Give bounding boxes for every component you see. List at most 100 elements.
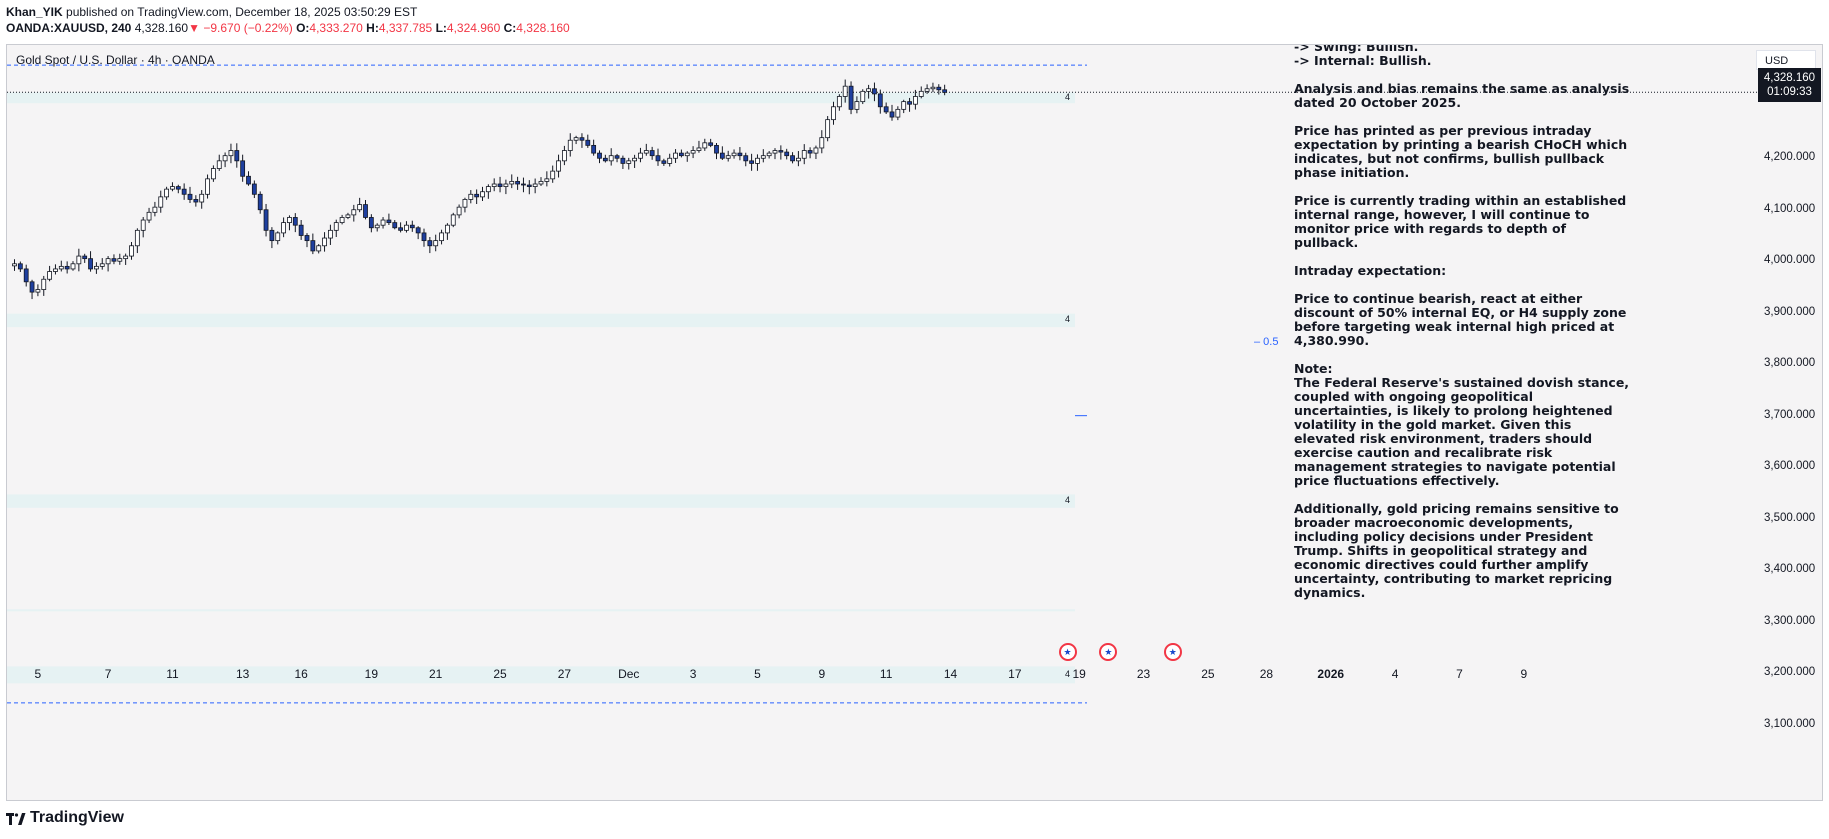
candle-up xyxy=(76,255,82,265)
candle-down xyxy=(29,281,35,293)
candle-up xyxy=(895,108,901,118)
candle-up xyxy=(485,186,491,193)
zone-rect xyxy=(7,609,1075,612)
analysis-p3: Price is currently trading within an est… xyxy=(1294,193,1627,250)
analysis-p5: Price to continue bearish, react at eith… xyxy=(1294,291,1627,348)
candle-down xyxy=(620,157,626,164)
price-tick-label: 3,700.000 xyxy=(1764,408,1816,421)
us-flag-icon[interactable]: ★ xyxy=(1058,643,1077,661)
footer-brand[interactable]: TradingView xyxy=(6,809,124,827)
time-tick-label: 11 xyxy=(166,667,179,681)
candle-down xyxy=(877,93,883,108)
candle-up xyxy=(450,214,456,226)
candle-up xyxy=(380,219,386,226)
candle-down xyxy=(737,152,743,157)
footer-brand-text: TradingView xyxy=(30,809,124,826)
candle-up xyxy=(901,101,907,110)
candle-up xyxy=(544,178,550,182)
candle-down xyxy=(111,258,117,262)
candle-down xyxy=(614,155,620,159)
candle-down xyxy=(936,86,942,91)
candle-down xyxy=(263,209,269,231)
time-tick-label: Dec xyxy=(618,667,640,681)
price-tick-label: 3,300.000 xyxy=(1764,614,1816,627)
us-flag-icon[interactable]: ★ xyxy=(1099,643,1118,661)
time-tick-label: 3 xyxy=(689,667,697,681)
candle-down xyxy=(234,150,240,162)
chart-frame[interactable]: Gold Spot / U.S. Dollar · 4h · OANDA -> … xyxy=(6,44,1823,801)
candle-down xyxy=(743,155,749,162)
current-price-tag: 4,328.160 01:09:33 xyxy=(1758,68,1821,102)
analysis-p6: The Federal Reserve's sustained dovish s… xyxy=(1294,375,1630,488)
author-name[interactable]: Khan_YIK xyxy=(6,5,63,19)
candle-up xyxy=(228,150,234,157)
candle-down xyxy=(409,224,415,229)
time-tick-label: 13 xyxy=(235,667,250,681)
candle-up xyxy=(146,211,152,221)
candle-down xyxy=(415,227,421,234)
us-flag-icon[interactable]: ★ xyxy=(1163,643,1182,661)
zone-rect xyxy=(7,666,1075,684)
candle-up xyxy=(210,168,216,180)
candle-down xyxy=(872,88,877,95)
candle-up xyxy=(573,137,579,141)
eq-label: – 0.5 xyxy=(1254,336,1279,348)
candle-down xyxy=(714,144,719,154)
candle-up xyxy=(41,278,47,290)
candle-down xyxy=(889,111,895,118)
time-tick-label: 5 xyxy=(34,667,42,681)
candle-up xyxy=(123,255,129,260)
candle-up xyxy=(643,150,649,154)
symbol-label: OANDA:XAUUSD, 240 xyxy=(6,21,132,35)
chart-canvas[interactable] xyxy=(7,45,1823,801)
candle-up xyxy=(632,157,637,162)
candle-up xyxy=(766,152,772,157)
candle-up xyxy=(538,181,544,185)
candle-down xyxy=(790,155,795,162)
candle-up xyxy=(456,206,462,216)
candle-down xyxy=(602,157,608,162)
candle-down xyxy=(521,183,526,186)
low-value: 4,324.960 xyxy=(446,21,501,35)
candle-down xyxy=(679,152,684,157)
candle-up xyxy=(134,229,140,247)
candle-up xyxy=(333,222,339,231)
candle-up xyxy=(725,155,731,159)
candle-up xyxy=(626,160,632,164)
publish-line: Khan_YIK published on TradingView.com, D… xyxy=(6,5,417,19)
candle-up xyxy=(760,155,766,159)
candle-up xyxy=(638,152,643,159)
candle-up xyxy=(287,217,292,224)
candle-down xyxy=(251,183,257,195)
time-tick-label: 19 xyxy=(1072,667,1086,681)
candle-up xyxy=(913,96,918,105)
candle-down xyxy=(907,101,912,105)
candle-up xyxy=(562,150,567,162)
candle-up xyxy=(819,137,825,149)
close-value: 4,328.160 xyxy=(516,21,570,35)
candle-up xyxy=(199,193,205,203)
candle-up xyxy=(94,265,99,270)
open-label: O: xyxy=(296,21,310,35)
candle-down xyxy=(310,240,316,252)
candle-up xyxy=(491,183,497,187)
candle-down xyxy=(585,139,591,146)
candle-up xyxy=(205,178,210,195)
candle-up xyxy=(755,157,760,164)
open-value: 4,333.270 xyxy=(309,21,363,35)
analysis-note[interactable]: -> Swing: Bullish. -> Internal: Bullish.… xyxy=(1294,45,1634,614)
price-change: −9.670 (−0.22%) xyxy=(203,21,293,35)
candle-up xyxy=(842,85,848,97)
candle-up xyxy=(813,147,819,154)
price-tick-label: 3,100.000 xyxy=(1764,717,1816,730)
candle-down xyxy=(175,186,181,190)
analysis-p1: Analysis and bias remains the same as an… xyxy=(1294,81,1630,110)
analysis-p4: Intraday expectation: xyxy=(1294,263,1447,278)
currency-button[interactable]: USD xyxy=(1756,50,1816,70)
candle-up xyxy=(152,206,158,213)
candle-up xyxy=(374,224,380,229)
time-tick-label: 25 xyxy=(1201,667,1215,681)
tradingview-logo-icon xyxy=(6,812,26,825)
candle-up xyxy=(47,271,52,280)
candle-up xyxy=(53,268,58,272)
